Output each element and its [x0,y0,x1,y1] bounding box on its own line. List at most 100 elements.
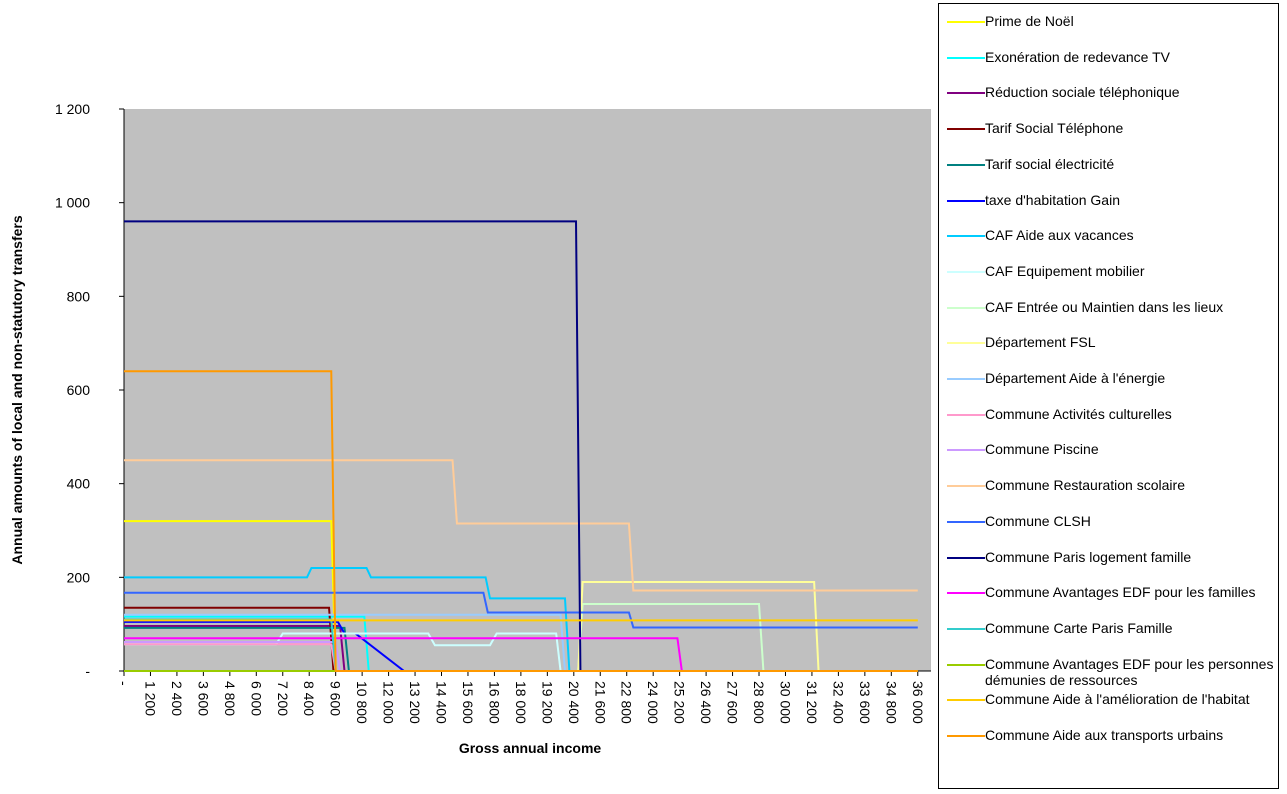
legend-swatch [947,520,985,523]
legend-swatch [947,556,985,559]
y-tick-label: 600 [67,382,91,398]
legend-swatch [947,485,985,488]
legend-label: Commune Piscine [985,441,1099,458]
legend-label: Commune Aide aux transports urbains [985,727,1224,743]
legend-entry: CAF Equipement mobilier [947,263,1277,298]
legend-entry: CAF Aide aux vacances [947,227,1277,262]
legend-swatch [947,342,985,345]
x-axis-title: Gross annual income [459,740,602,756]
x-tick-label: - [116,681,132,686]
x-tick-label: 9 600 [328,681,344,716]
x-tick-label: 1 200 [142,681,158,716]
x-tick-label: 3 600 [195,681,211,716]
y-axis-title: Annual amounts of local and non-statutor… [9,215,25,564]
legend: Prime de Noël Exonération de redevance TV… [938,3,1279,789]
x-tick-label: 33 600 [857,681,873,724]
series-line [124,459,918,592]
series-line [124,566,918,672]
legend-label: Département Aide à l'énergie [985,370,1166,386]
x-tick-label: 8 400 [301,681,317,716]
legend-swatch [947,735,985,737]
legend-label: Commune Activités culturelles [985,405,1172,422]
legend-entry: Commune Avantages EDF pour les personnes… [947,656,1277,691]
legend-label: Commune Carte Paris Famille [985,619,1173,636]
legend-entry: Commune Aide aux transports urbains [947,727,1277,762]
x-tick-label: 30 000 [777,681,793,724]
legend-swatch [947,235,985,238]
legend-entry: taxe d'habitation Gain [947,192,1277,227]
x-tick-label: 27 600 [725,681,741,724]
legend-entry: Tarif Social Téléphone [947,120,1277,155]
x-tick-label: 19 200 [539,681,555,724]
legend-entry: Prime de Noël [947,13,1277,48]
x-tick-label: 16 800 [486,681,502,724]
legend-swatch [947,128,985,131]
legend-entry: Commune Activités culturelles [947,406,1277,441]
legend-swatch [947,21,985,23]
legend-swatch [947,199,985,202]
x-tick-label: 32 400 [830,681,846,724]
legend-swatch [947,449,985,452]
y-tick-label: 400 [67,476,91,492]
legend-entry: Commune Piscine [947,441,1277,476]
y-tick-label: 1 000 [55,195,90,211]
x-tick-label: 4 800 [222,681,238,716]
legend-label: Commune Avantages EDF pour les familles [985,584,1256,601]
x-tick-label: 36 000 [910,681,926,724]
x-tick-label: 15 600 [460,681,476,724]
x-tick-label: 10 800 [354,681,370,724]
x-tick-label: 26 400 [698,681,714,724]
series-line [124,370,918,672]
legend-entry: Exonération de redevance TV [947,49,1277,84]
legend-label: Prime de Noël [985,13,1074,29]
x-tick-label: 2 400 [169,681,185,716]
plot-area [124,109,931,671]
legend-label: Commune Avantages EDF pour les personnes… [985,655,1274,688]
legend-swatch [947,306,985,309]
legend-swatch [947,699,985,702]
legend-label: CAF Equipement mobilier [985,262,1145,279]
x-tick-label: 6 000 [248,681,264,716]
legend-entry: Commune Aide à l'amélioration de l'habit… [947,691,1277,726]
legend-label: Réduction sociale téléphonique [985,84,1180,101]
legend-label: Tarif Social Téléphone [985,120,1124,137]
x-tick-label: 12 000 [381,681,397,724]
y-tick-label: - [85,663,90,679]
legend-label: Commune Restauration scolaire [985,477,1185,494]
legend-entry: Commune Restauration scolaire [947,477,1277,512]
x-tick-label: 24 000 [645,681,661,724]
legend-entry: Commune CLSH [947,513,1277,548]
x-tick-label: 18 000 [513,681,529,724]
x-tick-label: 13 200 [407,681,423,724]
legend-label: Exonération de redevance TV [985,48,1170,65]
legend-label: Tarif social électricité [985,155,1115,172]
x-tick-label: 25 200 [672,681,688,724]
legend-swatch [947,627,985,630]
legend-swatch [947,56,985,59]
x-tick-label: 34 800 [883,681,899,724]
legend-entry: Commune Paris logement famille [947,549,1277,584]
legend-label: taxe d'habitation Gain [985,191,1120,208]
x-tick-label: 14 400 [434,681,450,724]
x-tick-label: 21 600 [592,681,608,724]
legend-label: CAF Aide aux vacances [985,227,1134,244]
legend-swatch [947,92,985,95]
legend-entry: Département Aide à l'énergie [947,370,1277,405]
legend-swatch [947,163,985,166]
x-tick-label: 28 800 [751,681,767,724]
y-tick-label: 800 [67,288,91,304]
legend-swatch [947,592,985,595]
x-tick-label: 22 800 [619,681,635,724]
legend-swatch [947,663,985,666]
legend-entry: Commune Avantages EDF pour les familles [947,584,1277,619]
legend-label: Commune Aide à l'amélioration de l'habit… [985,691,1250,708]
legend-swatch [947,270,985,273]
legend-entry: CAF Entrée ou Maintien dans les lieux [947,299,1277,334]
legend-entry: Département FSL [947,334,1277,369]
legend-entry: Réduction sociale téléphonique [947,84,1277,119]
legend-swatch [947,413,985,416]
legend-label: CAF Entrée ou Maintien dans les lieux [985,298,1224,315]
legend-label: Commune Paris logement famille [985,548,1192,565]
x-tick-label: 31 200 [804,681,820,724]
